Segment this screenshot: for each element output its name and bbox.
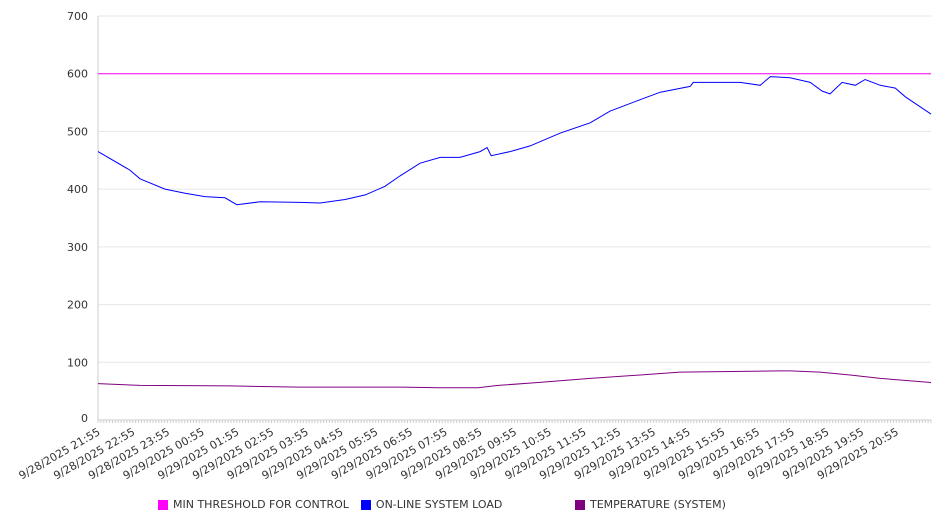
temperature-line: [97, 370, 932, 389]
legend-row: MIN THRESHOLD FOR CONTROL ON-LINE SYSTEM…: [158, 498, 502, 511]
legend-label: MIN THRESHOLD FOR CONTROL: [173, 498, 349, 511]
y-tick-label: 600: [67, 68, 88, 81]
legend: MIN THRESHOLD FOR CONTROL ON-LINE SYSTEM…: [0, 498, 946, 514]
legend-item-threshold[interactable]: MIN THRESHOLD FOR CONTROL: [158, 498, 349, 511]
legend-swatch: [575, 499, 585, 510]
legend-label: ON-LINE SYSTEM LOAD: [375, 498, 503, 511]
system-load-line: [97, 76, 932, 206]
legend-item-system-load[interactable]: ON-LINE SYSTEM LOAD: [360, 498, 503, 511]
y-tick-label: 700: [67, 10, 88, 23]
legend-swatch: [360, 499, 371, 510]
y-tick-label: 300: [67, 241, 88, 254]
y-tick-label: 0: [81, 412, 88, 425]
legend-swatch: [158, 499, 168, 510]
legend-item-temperature[interactable]: TEMPERATURE (SYSTEM): [575, 498, 726, 511]
y-tick-label: 200: [67, 299, 88, 312]
y-tick-label: 500: [67, 125, 88, 138]
y-tick-label: 100: [67, 356, 88, 369]
legend-label: TEMPERATURE (SYSTEM): [590, 498, 726, 511]
y-tick-label: 400: [67, 183, 88, 196]
